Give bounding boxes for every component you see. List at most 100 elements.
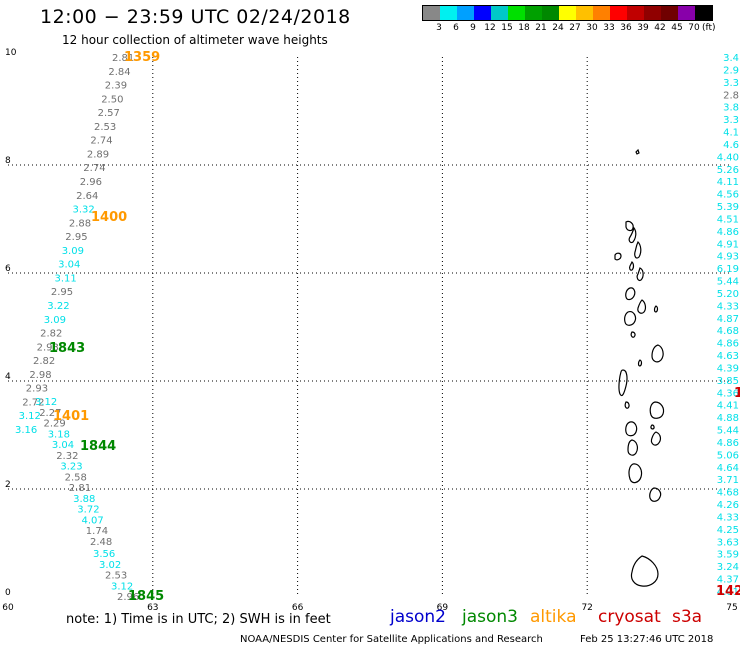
legend-tick-label: 30	[586, 23, 598, 33]
wave-height-value: 4.36	[717, 388, 739, 399]
wave-height-value: 2.88	[69, 218, 91, 229]
legend-tick-label: 15	[501, 23, 513, 33]
pass-time-label: 1845	[128, 589, 164, 604]
wave-height-value: 2.48	[90, 537, 112, 548]
wave-height-value: 4.33	[717, 301, 739, 312]
longitude-label: 72	[581, 603, 593, 613]
wave-height-value: 2.72	[22, 397, 44, 408]
island-outline	[649, 487, 662, 502]
latitude-label: 6	[5, 264, 11, 274]
wave-height-value: 5.26	[717, 165, 739, 176]
wave-height-value: 2.32	[56, 451, 78, 462]
map-title: 12:00 − 23:59 UTC 02/24/2018	[40, 6, 351, 28]
island-outline	[614, 252, 622, 261]
legend-tick-label: 3	[436, 23, 442, 33]
wave-height-value: 4.01	[717, 587, 739, 598]
legend-swatch	[525, 6, 542, 20]
credit-line: NOAA/NESDIS Center for Satellite Applica…	[240, 634, 543, 645]
wave-height-value: 3.23	[60, 462, 82, 473]
pass-time-label: 1843	[49, 341, 85, 356]
legend-tick-label: 45	[671, 23, 683, 33]
legend-swatch	[678, 6, 695, 20]
wave-height-value: 3.56	[93, 549, 115, 560]
island-outline	[636, 267, 644, 282]
satellite-name: s3a	[672, 607, 703, 627]
wave-height-value: 2.53	[105, 571, 127, 582]
longitude-label: 60	[2, 603, 14, 613]
island-outline	[625, 220, 634, 232]
wave-height-value: 2.84	[108, 67, 130, 78]
latitude-label: 4	[5, 372, 11, 382]
legend-tick-label: 27	[569, 23, 581, 33]
wave-height-value: 3.12	[111, 581, 133, 592]
wave-height-value: 3.18	[48, 429, 70, 440]
legend-swatch	[440, 6, 457, 20]
legend-swatch	[423, 6, 440, 20]
wave-height-value: 2.96	[117, 592, 139, 603]
wave-height-value: 4.40	[717, 152, 739, 163]
wave-height-value: 2.58	[65, 472, 87, 483]
wave-height-value: 3.22	[47, 301, 69, 312]
wave-height-value: 2.95	[65, 232, 87, 243]
wave-height-value: 2.8	[723, 90, 739, 101]
island-outline	[618, 369, 628, 397]
wave-height-value: 4.25	[717, 525, 739, 536]
island-outline	[651, 344, 664, 363]
legend-tick-label: 18	[518, 23, 530, 33]
wave-height-value: 3.88	[73, 494, 95, 505]
altimeter-tracks: 2.812.842.392.502.572.532.742.892.742.96…	[15, 53, 739, 603]
wave-height-value: 4.11	[717, 177, 739, 188]
legend-swatch	[593, 6, 610, 20]
island-outline	[650, 424, 655, 430]
island-outline	[624, 401, 630, 409]
satellite-name: altika	[530, 607, 577, 627]
wave-height-value: 2.82	[40, 329, 62, 340]
legend-unit: (ft)	[702, 23, 716, 33]
pass-time-label: 1844	[80, 439, 116, 454]
legend-swatch	[576, 6, 593, 20]
wave-height-value: 3.04	[58, 260, 80, 271]
wave-height-value: 3.02	[99, 560, 121, 571]
wave-height-value: 3.11	[55, 273, 77, 284]
latitude-label: 0	[5, 588, 11, 598]
island-outline	[637, 299, 647, 314]
legend-color-bar	[422, 5, 713, 21]
island-outline	[630, 331, 636, 338]
satellite-name: jason3	[462, 607, 518, 627]
wave-height-value: 3.04	[52, 440, 74, 451]
wave-height-value: 3.59	[717, 550, 739, 561]
wave-height-value: 4.68	[717, 488, 739, 499]
wave-height-value: 3.3	[723, 115, 739, 126]
wave-height-value: 3.8	[723, 103, 739, 114]
wave-height-value: 5.44	[717, 426, 739, 437]
wave-height-value: 4.6	[723, 140, 739, 151]
wave-height-value: 4.68	[717, 326, 739, 337]
wave-height-value: 3.24	[717, 562, 739, 573]
latitude-label: 2	[5, 480, 11, 490]
wave-height-value: 2.53	[94, 122, 116, 133]
longitude-label: 66	[291, 603, 304, 613]
wave-height-value: 4.33	[717, 513, 739, 524]
wave-height-value: 2.50	[101, 94, 123, 105]
wave-height-value: 2.74	[90, 136, 112, 147]
wave-height-value: 4.41	[717, 401, 739, 412]
wave-height-value: 4.39	[717, 364, 739, 375]
wave-height-value: 2.29	[44, 419, 66, 430]
latitude-label: 8	[5, 156, 11, 166]
legend-tick-label: 6	[453, 23, 459, 33]
wave-height-value: 3.85	[717, 376, 739, 387]
wave-height-value: 1.74	[86, 526, 108, 537]
pass-time-label: 1	[734, 386, 740, 401]
island-outline	[628, 463, 643, 484]
wave-height-value: 4.37	[717, 575, 739, 586]
legend-swatch	[661, 6, 678, 20]
wave-height-value: 2.93	[37, 342, 59, 353]
wave-height-value: 5.39	[717, 202, 739, 213]
latitude-label: 10	[5, 48, 17, 58]
wave-height-value: 4.26	[717, 500, 739, 511]
color-legend: 3 6 9 12 15 18 21 24 27 30 33 36 39 42 45 70 (ft)	[422, 5, 716, 35]
wave-height-value: 2.39	[105, 81, 127, 92]
longitude-label: 75	[726, 603, 738, 613]
island-outline	[650, 431, 662, 446]
